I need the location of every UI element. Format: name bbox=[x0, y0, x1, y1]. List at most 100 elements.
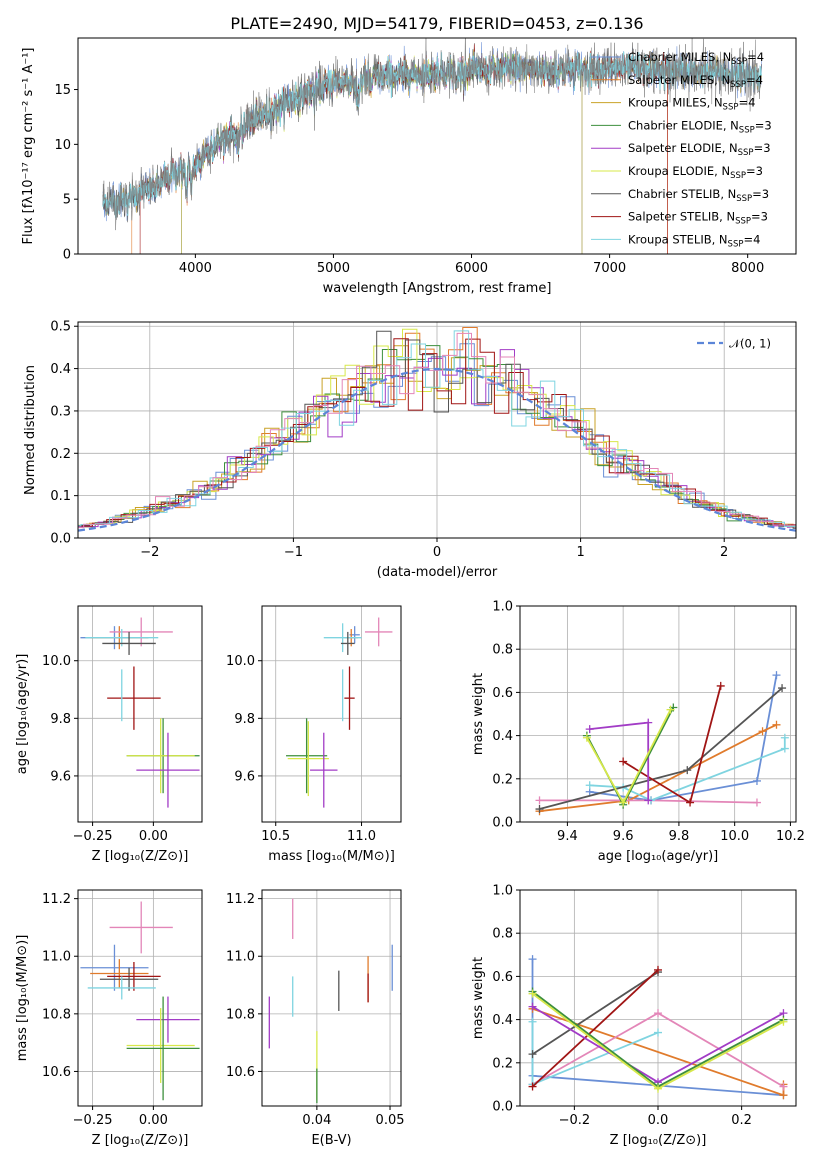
y-tick-label: 0.4 bbox=[492, 729, 513, 744]
plot-area bbox=[268, 898, 393, 1104]
axes-frame bbox=[261, 605, 402, 823]
x-tick-label: −0.25 bbox=[73, 1113, 113, 1128]
weight-point-marker bbox=[780, 733, 789, 742]
y-tick-label: 1.0 bbox=[492, 884, 513, 899]
y-tick-label: 0.6 bbox=[492, 970, 513, 985]
weight-point-marker bbox=[654, 1028, 662, 1037]
weight-point-marker bbox=[654, 965, 662, 974]
x-axis-label: Z [log₁₀(Z/Z⊙)] bbox=[92, 1133, 189, 1148]
legend-entry: Kroupa MILES, NSSP=4 bbox=[628, 96, 755, 113]
plot-area bbox=[80, 901, 200, 1101]
legend: Chabrier MILES, NSSP=4 Salpeter MILES, NS… bbox=[591, 50, 772, 249]
weight-point-marker bbox=[666, 705, 675, 714]
axes-frame bbox=[77, 37, 797, 255]
y-tick-label: 9.8 bbox=[234, 712, 255, 727]
weight-series-line bbox=[539, 687, 783, 810]
legend-entry: 𝒩(0, 1) bbox=[729, 337, 771, 351]
x-tick-label: −0.2 bbox=[559, 1113, 591, 1128]
legend-entry: Salpeter ELODIE, NSSP=3 bbox=[628, 141, 771, 158]
weight-point-marker bbox=[772, 671, 781, 680]
legend-entry: Chabrier MILES, NSSP=4 bbox=[628, 50, 764, 67]
x-tick-label: −2 bbox=[140, 545, 159, 560]
y-tick-label: 9.6 bbox=[234, 769, 255, 784]
y-tick-label: 0.5 bbox=[50, 320, 71, 335]
age-vs-metallicity-panel: −0.25 0.00 9.6 9.8 10.0 Z [log₁₀(Z/Z⊙)] age [l… bbox=[15, 605, 203, 864]
normal-distribution-curve bbox=[78, 367, 796, 532]
x-tick-label: 5000 bbox=[317, 261, 350, 276]
legend-entry: Kroupa ELODIE, NSSP=3 bbox=[628, 164, 763, 181]
y-tick-label: 11.2 bbox=[226, 892, 255, 907]
weight-point-marker bbox=[780, 744, 789, 753]
weight-point-marker bbox=[654, 1009, 662, 1018]
residual-histogram-panel: −2 −1 0 1 2 0.0 0.1 0.2 0.3 0.4 0.5 (data-model)/er… bbox=[23, 320, 797, 580]
legend-entry: Salpeter STELIB, NSSP=3 bbox=[628, 210, 768, 227]
weight-point-marker bbox=[585, 781, 594, 790]
y-tick-label: 11.0 bbox=[42, 950, 71, 965]
axes-frame bbox=[519, 605, 797, 823]
mass-vs-metallicity-panel: −0.25 0.00 10.6 10.8 11.0 11.2 Z [log₁₀(Z/Z⊙)]… bbox=[15, 889, 203, 1148]
x-tick-label: 10.0 bbox=[720, 829, 749, 844]
weight-point-marker bbox=[535, 805, 544, 814]
y-tick-label: 0.4 bbox=[50, 362, 71, 377]
y-tick-label: 0.0 bbox=[50, 532, 71, 547]
weight-point-marker bbox=[683, 766, 692, 775]
y-tick-label: 0 bbox=[63, 248, 71, 263]
weight-point-marker bbox=[619, 798, 628, 807]
weight-point-marker bbox=[779, 1091, 788, 1100]
x-tick-label: 6000 bbox=[455, 261, 488, 276]
weight-point-marker bbox=[778, 684, 787, 693]
weight-vs-age-panel: 9.4 9.6 9.8 10.0 10.2 0.0 0.2 0.4 0.6 0.8 1.0 age [… bbox=[471, 600, 805, 865]
y-tick-label: 10.6 bbox=[226, 1065, 255, 1080]
y-axis-label: mass weight bbox=[471, 957, 486, 1039]
y-tick-label: 0.4 bbox=[492, 1013, 513, 1028]
x-tick-label: 7000 bbox=[593, 261, 626, 276]
legend-entry: Salpeter MILES, NSSP=4 bbox=[628, 73, 763, 90]
x-tick-label: −1 bbox=[284, 545, 303, 560]
plot-area bbox=[102, 38, 763, 254]
y-tick-label: 0.6 bbox=[492, 686, 513, 701]
y-axis-label: mass [log₁₀(M/M⊙)] bbox=[15, 935, 30, 1062]
axes-frame bbox=[519, 889, 797, 1107]
y-tick-label: 0.2 bbox=[492, 1056, 513, 1071]
residual-histogram-step bbox=[78, 330, 796, 527]
weight-point-marker bbox=[528, 1082, 537, 1091]
y-tick-label: 11.2 bbox=[42, 892, 71, 907]
plot-area bbox=[528, 955, 788, 1100]
x-tick-label: 2 bbox=[720, 545, 728, 560]
y-axis-label: Flux [fλ10⁻¹⁷ erg cm⁻² s⁻¹ A⁻¹] bbox=[21, 48, 36, 245]
weight-point-marker bbox=[528, 955, 537, 964]
weight-point-marker bbox=[752, 776, 761, 785]
spectrum-panel: 4000 5000 6000 7000 8000 0 5 10 15 wavelength [An… bbox=[21, 14, 797, 296]
y-tick-label: 1.0 bbox=[492, 600, 513, 615]
weight-point-marker bbox=[758, 727, 767, 736]
plot-area bbox=[78, 327, 796, 532]
x-axis-label: (data-model)/error bbox=[377, 565, 498, 580]
x-tick-label: 0.04 bbox=[302, 1113, 331, 1128]
y-axis-label: age [log₁₀(age/yr)] bbox=[15, 654, 30, 775]
weight-point-marker bbox=[644, 718, 653, 727]
y-axis-label: mass weight bbox=[471, 673, 486, 755]
legend-entry: Chabrier ELODIE, NSSP=3 bbox=[628, 118, 772, 135]
weight-point-marker bbox=[644, 796, 653, 805]
x-axis-label: age [log₁₀(age/yr)] bbox=[598, 849, 719, 864]
weight-point-marker bbox=[716, 681, 725, 690]
axes-frame bbox=[77, 321, 797, 539]
x-tick-label: 9.6 bbox=[613, 829, 634, 844]
x-tick-label: 0.0 bbox=[648, 1113, 669, 1128]
axes-frame bbox=[261, 889, 402, 1107]
weight-point-marker bbox=[528, 989, 537, 998]
x-tick-label: 9.4 bbox=[557, 829, 578, 844]
y-tick-label: 9.8 bbox=[50, 712, 71, 727]
legend-entry: Kroupa STELIB, NSSP=4 bbox=[628, 232, 760, 249]
plot-area bbox=[535, 671, 789, 816]
weight-point-marker bbox=[779, 1082, 788, 1091]
x-tick-label: 0.2 bbox=[731, 1113, 752, 1128]
x-tick-label: 0.05 bbox=[376, 1113, 405, 1128]
residual-histogram-step bbox=[78, 330, 796, 529]
y-tick-label: 0.2 bbox=[492, 772, 513, 787]
weight-point-marker bbox=[772, 720, 781, 729]
weight-vs-metallicity-panel: −0.2 0.0 0.2 0.0 0.2 0.4 0.6 0.8 1.0 Z [log₁₀(Z/Z… bbox=[471, 884, 797, 1148]
weight-point-marker bbox=[528, 1002, 537, 1011]
weight-series-line bbox=[586, 709, 672, 805]
